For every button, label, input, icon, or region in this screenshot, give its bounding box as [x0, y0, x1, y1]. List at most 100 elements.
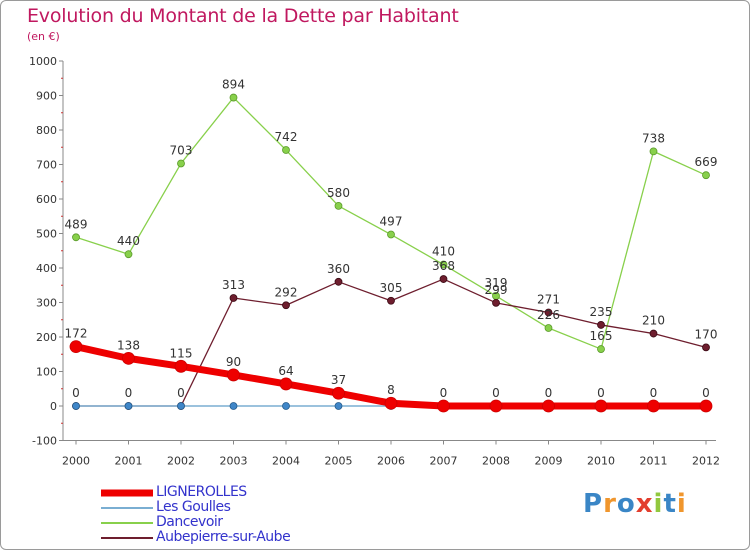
data-point — [229, 294, 238, 302]
y-tick-label: 500 — [36, 228, 57, 241]
data-point — [177, 159, 185, 168]
x-tick-label: 2012 — [692, 455, 720, 468]
data-label: 497 — [380, 215, 403, 229]
x-tick-label: 2009 — [535, 455, 563, 468]
data-point — [72, 402, 80, 410]
data-label: 0 — [492, 386, 500, 400]
data-point — [124, 402, 133, 410]
data-label: 313 — [222, 278, 245, 292]
y-tick-label: 200 — [36, 331, 57, 344]
logo-letter: P — [583, 489, 604, 519]
y-tick-label: 600 — [36, 193, 57, 206]
y-tick-label: -100 — [32, 435, 57, 448]
data-point — [489, 399, 503, 413]
x-tick-label: 2000 — [62, 455, 90, 468]
x-tick-label: 2008 — [482, 455, 510, 468]
data-point — [647, 399, 660, 413]
data-label: 0 — [72, 386, 80, 400]
x-tick-label: 2005 — [325, 455, 353, 468]
data-point — [437, 399, 450, 413]
data-label: 703 — [170, 143, 193, 157]
data-point — [387, 296, 395, 305]
data-point — [702, 343, 710, 352]
data-point — [174, 359, 188, 373]
data-point — [122, 351, 135, 365]
x-tick-label: 2006 — [377, 455, 405, 468]
data-point — [177, 402, 185, 410]
data-label: 0 — [597, 386, 605, 400]
data-label: 368 — [432, 259, 455, 273]
data-point — [699, 399, 713, 413]
data-label: 90 — [226, 355, 241, 369]
data-label: 8 — [387, 383, 395, 397]
y-tick-label: 300 — [36, 297, 57, 310]
data-label: 305 — [380, 281, 403, 295]
data-point — [594, 399, 608, 413]
legend-label: LIGNEROLLES — [156, 484, 247, 500]
data-point — [597, 345, 605, 353]
y-tick-label: 400 — [36, 262, 57, 275]
data-label: 0 — [440, 386, 448, 400]
data-label: 0 — [125, 386, 133, 400]
data-point — [282, 402, 290, 410]
data-label: 742 — [275, 130, 298, 144]
data-point — [542, 399, 555, 413]
data-point — [334, 402, 343, 410]
x-tick-label: 2001 — [115, 455, 143, 468]
data-label: 319 — [485, 276, 508, 290]
data-point — [649, 329, 658, 338]
legend-swatch — [101, 536, 153, 539]
chart-subtitle: (en €) — [27, 30, 60, 43]
legend-label: Dancevoir — [156, 514, 223, 530]
data-point — [229, 402, 238, 410]
x-tick-label: 2002 — [167, 455, 195, 468]
legend-swatch — [101, 506, 153, 509]
data-point — [279, 377, 293, 391]
data-label: 165 — [590, 329, 613, 343]
data-point — [282, 301, 290, 310]
data-label: 0 — [545, 386, 553, 400]
data-label: 489 — [65, 217, 88, 231]
data-point — [387, 230, 395, 239]
data-label: 894 — [222, 78, 245, 92]
logo-letter: i — [676, 489, 687, 519]
data-label: 37 — [331, 373, 346, 387]
legend-label: Les Goulles — [156, 499, 231, 515]
data-label: 580 — [327, 186, 350, 200]
data-point — [72, 233, 80, 242]
legend-swatch — [101, 521, 153, 524]
proxiti-logo: Proxiti — [583, 489, 687, 519]
logo-letter: x — [635, 489, 654, 519]
data-label: 115 — [170, 346, 193, 360]
data-point — [384, 396, 398, 410]
y-tick-label: 900 — [36, 90, 57, 103]
data-label: 440 — [117, 234, 140, 248]
data-label: 210 — [642, 314, 665, 328]
data-label: 292 — [275, 285, 298, 299]
x-tick-label: 2003 — [220, 455, 248, 468]
data-point — [334, 201, 343, 210]
data-point — [124, 250, 133, 259]
data-point — [334, 277, 343, 286]
data-label: 360 — [327, 262, 350, 276]
data-point — [439, 260, 448, 269]
y-tick-label: 800 — [36, 124, 57, 137]
data-point — [69, 340, 83, 354]
x-tick-label: 2007 — [430, 455, 458, 468]
data-point — [332, 386, 345, 400]
data-point — [492, 298, 500, 307]
x-tick-label: 2011 — [640, 455, 668, 468]
y-tick-label: 0 — [50, 400, 57, 413]
legend-label: Aubepierre-sur-Aube — [156, 529, 291, 545]
data-point — [597, 321, 605, 329]
logo-letter: t — [663, 489, 677, 519]
x-tick-label: 2004 — [272, 455, 300, 468]
logo-letter: r — [603, 489, 617, 519]
data-point — [649, 147, 658, 156]
y-tick-label: 100 — [36, 366, 57, 379]
data-label: 669 — [695, 155, 718, 169]
data-label: 410 — [432, 245, 455, 259]
data-label: 170 — [695, 327, 718, 341]
data-point — [702, 171, 710, 180]
